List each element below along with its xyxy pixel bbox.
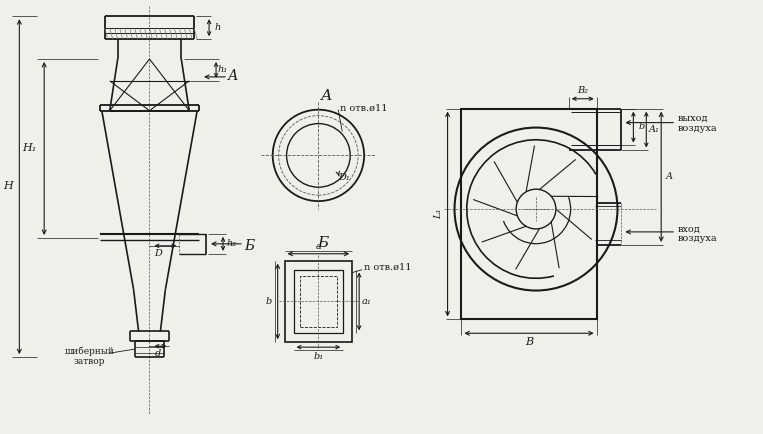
Text: затвор: затвор <box>74 357 105 365</box>
Text: D: D <box>154 249 163 258</box>
Text: n отв.ø11: n отв.ø11 <box>364 263 411 272</box>
Text: H: H <box>4 181 13 191</box>
Bar <box>300 276 337 327</box>
Bar <box>294 270 343 333</box>
Text: Б: Б <box>317 236 328 250</box>
Text: А: А <box>320 89 332 103</box>
Text: H₁: H₁ <box>22 144 37 154</box>
Text: h₂: h₂ <box>227 239 237 248</box>
Text: a: a <box>315 242 321 251</box>
Text: воздуха: воздуха <box>678 124 718 133</box>
Bar <box>285 261 353 342</box>
Text: b₁: b₁ <box>314 352 324 361</box>
Text: A: A <box>665 172 673 181</box>
Text: вход: вход <box>678 224 701 233</box>
Text: D₁: D₁ <box>338 173 350 182</box>
Text: выход: выход <box>678 114 709 123</box>
Text: b: b <box>638 122 645 131</box>
Text: шиберный: шиберный <box>65 346 114 356</box>
Text: n отв.ø11: n отв.ø11 <box>340 103 388 112</box>
Text: b: b <box>266 297 272 306</box>
Text: воздуха: воздуха <box>678 234 718 243</box>
Text: h₁: h₁ <box>218 66 228 75</box>
Bar <box>462 108 597 319</box>
Text: d: d <box>156 349 162 358</box>
Text: B₂: B₂ <box>577 86 588 95</box>
Text: B: B <box>525 337 533 347</box>
Text: Б: Б <box>243 239 254 253</box>
Text: A₁: A₁ <box>649 125 660 134</box>
Text: А: А <box>227 69 238 83</box>
Text: a₁: a₁ <box>361 297 371 306</box>
Text: L₁: L₁ <box>434 209 443 219</box>
Text: h: h <box>215 23 221 32</box>
